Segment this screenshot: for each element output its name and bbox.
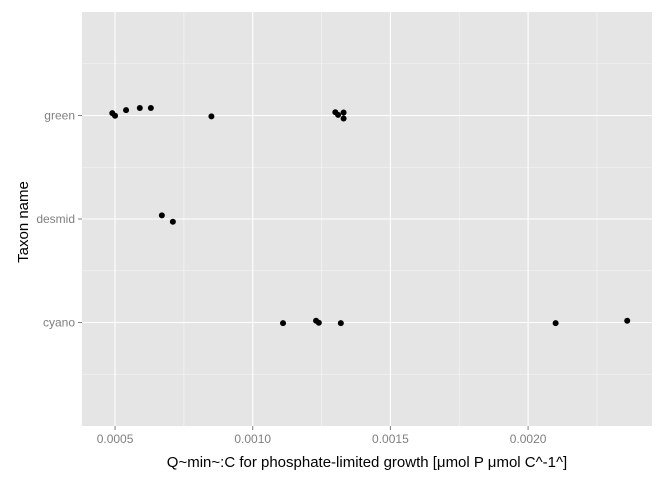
x-tick-label: 0.0005 bbox=[97, 432, 134, 446]
data-point-cyano bbox=[552, 320, 559, 327]
data-point-cyano bbox=[315, 319, 322, 326]
data-point-green bbox=[335, 111, 342, 118]
data-point-cyano bbox=[280, 320, 287, 327]
data-point-green bbox=[340, 109, 347, 116]
data-point-green bbox=[340, 115, 347, 122]
x-axis-title: Q~min~:C for phosphate-limited growth [μ… bbox=[167, 454, 567, 471]
data-point-cyano bbox=[624, 317, 631, 324]
data-point-green bbox=[136, 105, 143, 111]
data-point-green bbox=[208, 113, 215, 120]
data-point-cyano bbox=[337, 320, 344, 327]
y-axis-title: Taxon name bbox=[15, 181, 32, 263]
data-point-green bbox=[123, 107, 130, 114]
y-tick-label-cyano: cyano bbox=[43, 316, 75, 330]
x-axis-ticks: 0.0005 0.0010 0.0015 0.0020 bbox=[97, 426, 547, 446]
y-tick-label-desmid: desmid bbox=[36, 212, 75, 226]
data-point-desmid bbox=[158, 212, 165, 219]
x-tick-label: 0.0010 bbox=[234, 432, 271, 446]
data-points bbox=[109, 105, 631, 327]
y-axis-ticks: cyano desmid green bbox=[36, 109, 82, 330]
data-point-green bbox=[112, 112, 119, 119]
x-tick-label: 0.0020 bbox=[510, 432, 547, 446]
data-point-desmid bbox=[169, 218, 176, 225]
x-tick-label: 0.0015 bbox=[372, 432, 409, 446]
major-gridlines bbox=[82, 12, 652, 426]
y-tick-label-green: green bbox=[44, 109, 75, 123]
data-point-green bbox=[147, 105, 154, 111]
